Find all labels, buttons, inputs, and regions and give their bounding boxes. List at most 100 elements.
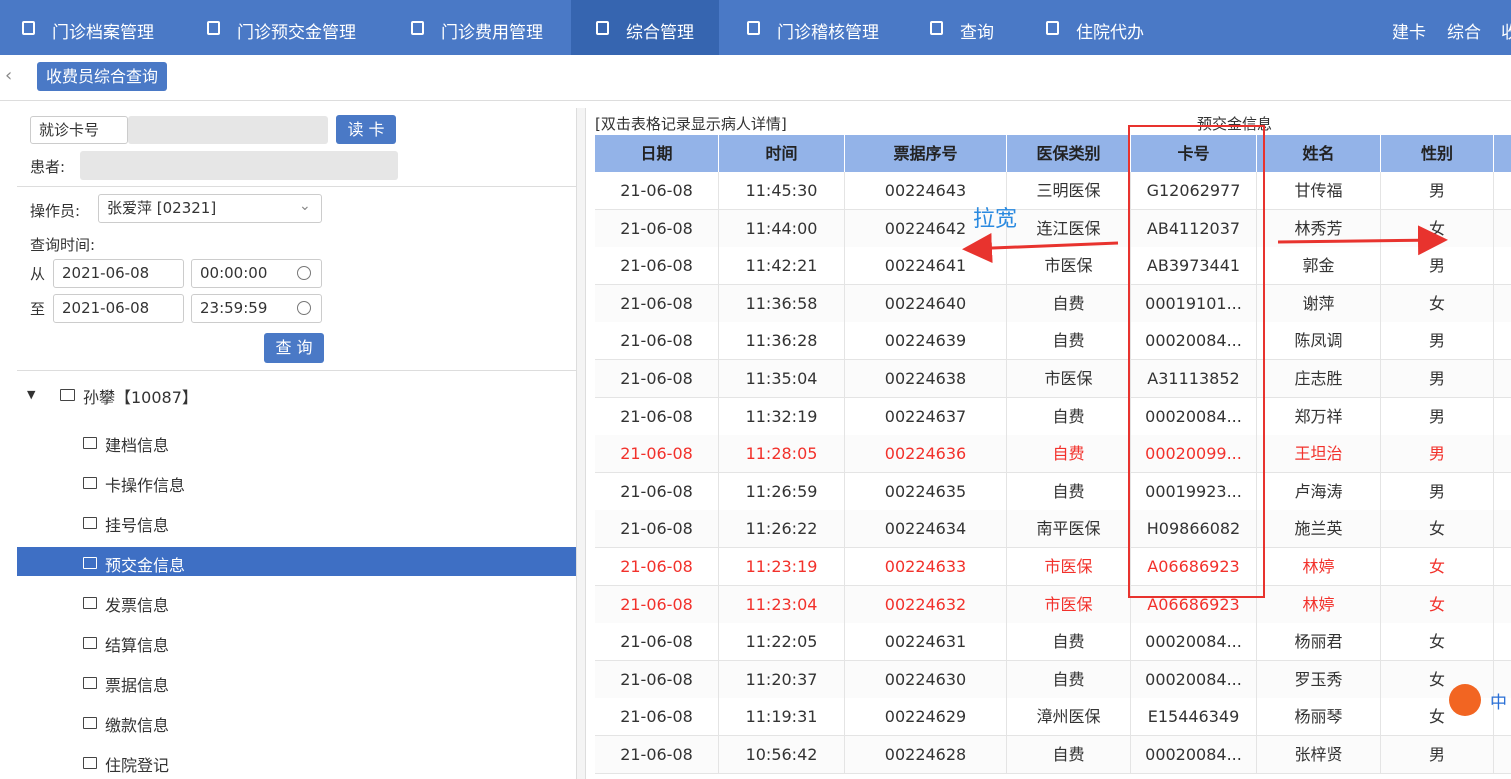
table-row[interactable] [595,360,1511,398]
table-row[interactable] [595,585,1511,624]
patient-input [80,151,398,180]
table-row[interactable] [595,247,1511,286]
table-cell: 市医保 [1007,585,1131,624]
column-header[interactable]: 时间 [719,135,845,172]
table-row[interactable] [595,623,1511,662]
table-row[interactable] [595,548,1511,586]
from-label: 从 [30,265,46,283]
tree-item[interactable]: 住院登记 [105,756,170,775]
folder-icon [83,517,97,529]
table-cell: 郑万祥 [1257,397,1381,436]
query-button[interactable]: 查 询 [264,333,324,363]
table-row[interactable] [595,698,1511,737]
nav-item[interactable]: 查询 [960,23,994,43]
folder-icon [83,557,97,569]
nav-item[interactable]: 门诊稽核管理 [777,23,879,43]
tree-item[interactable]: 缴款信息 [105,716,170,735]
table-cell: 男 [1381,247,1494,286]
table-cell: G12062977 [1131,172,1257,210]
table-cell: 郭金 [1257,247,1381,286]
tree-root[interactable]: 孙攀【10087】 [83,388,198,407]
table-cell: 21-06-08 [595,736,719,774]
nav-item[interactable]: 综合管理 [626,23,694,43]
patient-label: 患者: [30,158,66,176]
table-row[interactable] [595,284,1511,323]
table-row[interactable] [595,322,1511,361]
operator-select[interactable]: 张爱萍 [02321] [98,194,322,223]
table-cell: 11:23:04 [719,585,845,624]
table-cell: 00224640 [845,284,1007,323]
back-arrow[interactable]: ‹ [5,65,13,86]
splitter[interactable] [577,108,586,779]
table-cell: 21-06-08 [595,472,719,511]
table-cell: AB3973441 [1131,247,1257,286]
tree-item[interactable]: 预交金信息 [105,556,186,575]
table-cell: 女 [1381,510,1494,549]
table-cell: 甘传福 [1257,172,1381,210]
table-cell: 21-06-08 [595,510,719,549]
table-cell: 00224630 [845,660,1007,699]
column-header[interactable]: 性别 [1381,135,1494,172]
table-cell: 女 [1381,209,1494,248]
table-row[interactable] [595,660,1511,699]
nav-right-item[interactable]: 建卡 [1392,23,1426,43]
table-row[interactable] [595,397,1511,436]
table-row[interactable] [595,472,1511,511]
table-row[interactable] [595,435,1511,474]
table-row[interactable] [595,172,1511,210]
nav-item[interactable]: 门诊预交金管理 [237,23,356,43]
nav-icon [747,21,760,35]
table-row[interactable] [595,510,1511,549]
folder-icon [83,597,97,609]
column-header[interactable]: 姓名 [1257,135,1381,172]
table-cell: 21-06-08 [595,172,719,210]
nav-icon [411,21,424,35]
column-header[interactable]: 票据序号 [845,135,1007,172]
nav-item[interactable]: 住院代办 [1076,23,1144,43]
clock-icon [297,301,311,315]
table-cell: 女 [1381,585,1494,624]
table-cell: 11:36:28 [719,322,845,361]
table-cell: 21-06-08 [595,435,719,474]
table-cell: 21-06-08 [595,247,719,286]
table-cell: 21-06-08 [595,397,719,436]
tab[interactable]: 收费员综合查询 [37,62,167,91]
table-cell: 11:22:05 [719,623,845,662]
table-cell: 女 [1381,284,1494,323]
card-input[interactable] [128,116,328,144]
nav-right-item[interactable]: 综合 [1447,23,1481,43]
read-button[interactable]: 读 卡 [336,115,396,144]
tree-item[interactable]: 建档信息 [105,436,170,455]
table-cell: 三明医保 [1007,172,1131,210]
tree-item[interactable]: 挂号信息 [105,516,170,535]
to-date[interactable]: 2021-06-08 [53,294,184,323]
table-cell: 00020084... [1131,660,1257,699]
nav-right-item[interactable]: 收 [1501,23,1511,43]
table-cell: 00224639 [845,322,1007,361]
nav-item[interactable]: 门诊档案管理 [52,23,154,43]
table-cell: 11:19:31 [719,698,845,737]
folder-icon [83,757,97,769]
table-cell: 00224642 [845,209,1007,248]
column-header[interactable]: 日期 [595,135,719,172]
tree-item[interactable]: 发票信息 [105,596,170,615]
column-header[interactable]: 卡号 [1131,135,1257,172]
table-cell: 张梓贤 [1257,736,1381,774]
to-time[interactable]: 23:59:59 [191,294,322,323]
tree-item[interactable]: 卡操作信息 [105,476,186,495]
table-row[interactable] [595,736,1511,774]
from-date[interactable]: 2021-06-08 [53,259,184,288]
column-header[interactable]: 医保类别 [1007,135,1131,172]
folder-icon [83,637,97,649]
nav-item[interactable]: 门诊费用管理 [441,23,543,43]
tree-item[interactable]: 票据信息 [105,676,170,695]
table-cell: 00224634 [845,510,1007,549]
table-cell: 00020099... [1131,435,1257,474]
table-cell: 00020084... [1131,623,1257,662]
table-cell: 男 [1381,322,1494,361]
table-cell: E15446349 [1131,698,1257,737]
tree-item[interactable]: 结算信息 [105,636,170,655]
folder-icon [60,389,75,401]
table-cell: 连江医保 [1007,209,1131,248]
